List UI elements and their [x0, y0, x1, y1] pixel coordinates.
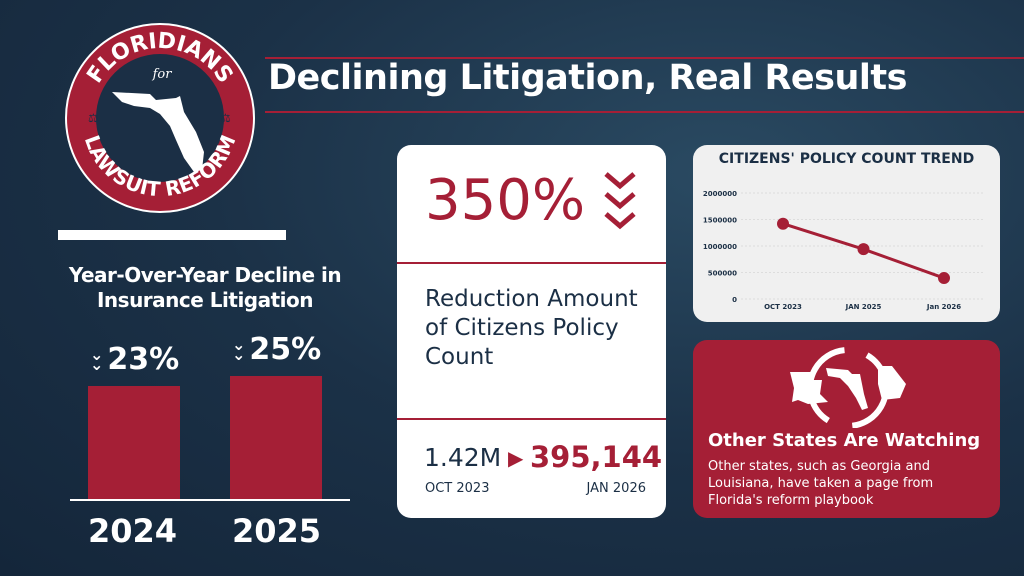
bar-label-2025: ⌄ ⌄ 25%: [232, 332, 322, 368]
y-tick-label: 0: [732, 296, 737, 304]
svg-text:⚖: ⚖: [220, 111, 231, 125]
stat-description: Reduction Amount of Citizens Policy Coun…: [425, 286, 638, 370]
stat-value: 350%: [425, 168, 586, 233]
title-rule-bottom: [265, 111, 1024, 113]
states-title: Other States Are Watching: [708, 430, 981, 451]
x-tick-label: JAN 2025: [845, 303, 882, 311]
svg-text:for: for: [152, 67, 173, 82]
from-date: OCT 2023: [425, 481, 490, 496]
svg-text:⚖: ⚖: [88, 111, 99, 125]
from-value: 1.42M: [424, 443, 502, 472]
bar-2025: [230, 376, 322, 500]
florida-map-icon: [112, 92, 204, 172]
data-point: [777, 217, 789, 230]
page-title: Declining Litigation, Real Results: [268, 58, 907, 98]
x-tick-label: Jan 2026: [926, 303, 961, 311]
divider-bar: [58, 230, 286, 240]
line-chart: 0 500000 1000000 1500000 2000000 OCT 2023 JAN …: [703, 190, 983, 311]
x-tick-label: OCT 2023: [764, 303, 802, 311]
stat-divider: [397, 418, 666, 420]
bar-baseline: [70, 499, 350, 501]
bar-2024: [88, 386, 180, 500]
year-label-2024: 2024: [88, 512, 178, 550]
stat-divider: [397, 262, 666, 264]
to-value: 395,144: [530, 440, 663, 474]
states-map-icon: [790, 347, 906, 428]
line-chart-title: CITIZENS' POLICY COUNT TREND: [718, 151, 975, 167]
double-chevron-down-icon: ⌄ ⌄: [90, 344, 104, 374]
floridians-for-lawsuit-reform-logo: FLORIDIANS LAWSUIT REFORM for ⚖ ⚖: [65, 23, 255, 213]
to-date: JAN 2026: [586, 481, 646, 496]
louisiana-icon: [790, 372, 828, 404]
data-point: [857, 243, 870, 256]
y-tick-label: 2000000: [703, 190, 737, 198]
year-label-2025: 2025: [232, 512, 322, 550]
y-tick-label: 500000: [708, 270, 737, 278]
data-point: [938, 272, 950, 285]
y-tick-label: 1500000: [703, 217, 737, 225]
arrow-right-icon: ▶: [508, 446, 524, 470]
y-tick-label: 1000000: [703, 243, 737, 251]
states-card: Other States Are Watching Other states, …: [693, 340, 1000, 518]
line-chart-card: CITIZENS' POLICY COUNT TREND 0 500000 1000…: [693, 145, 1000, 322]
georgia-icon: [878, 366, 906, 400]
bar-label-2024: ⌄ ⌄ 23%: [90, 342, 180, 377]
bar-chart-heading: Year-Over-Year Decline in Insurance Liti…: [68, 263, 342, 312]
states-body: Other states, such as Georgia and Louisi…: [708, 459, 934, 508]
title-rule-top: [265, 57, 1024, 59]
triple-chevron-down-icon: [604, 172, 636, 230]
double-chevron-down-icon: ⌄ ⌄: [232, 334, 246, 364]
florida-icon: [826, 368, 868, 410]
